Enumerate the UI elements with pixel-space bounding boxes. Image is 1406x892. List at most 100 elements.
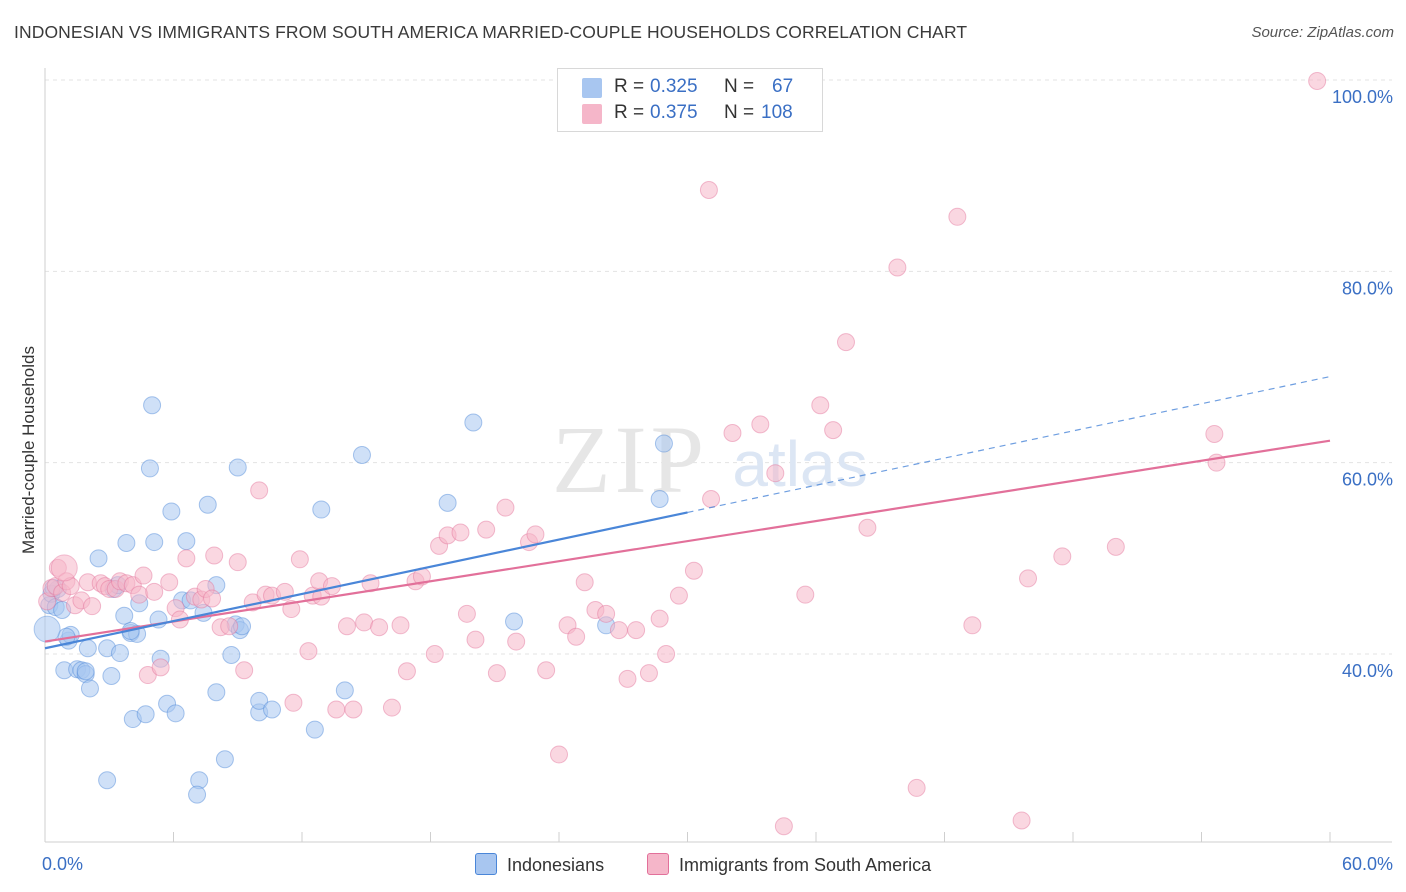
- indonesians-point: [263, 700, 282, 719]
- south-america-point: [382, 698, 401, 717]
- indonesians-point: [110, 644, 129, 663]
- indonesians-point: [140, 459, 159, 478]
- y-tick-label: 40.0%: [1342, 661, 1393, 681]
- indonesians-point: [464, 413, 483, 432]
- south-america-point: [1308, 71, 1327, 90]
- south-america-point: [151, 658, 170, 677]
- south-america-point: [134, 566, 153, 585]
- south-america-point: [699, 181, 718, 200]
- south-america-point: [723, 424, 742, 443]
- south-america-point: [50, 554, 78, 582]
- watermark-atlas: atlas: [732, 428, 867, 500]
- south-america-point: [145, 582, 164, 601]
- indonesians-trend-line: [44, 511, 688, 650]
- south-america-point: [751, 415, 770, 434]
- n-label: N =: [724, 76, 755, 97]
- south-america-point: [824, 421, 843, 440]
- south-america-point: [575, 573, 594, 592]
- indonesians-point: [650, 490, 669, 509]
- r-value: 0.325: [650, 76, 698, 97]
- south-america-point: [948, 207, 967, 226]
- south-america-point: [774, 817, 793, 836]
- south-america-point: [669, 586, 688, 605]
- indonesians-point: [305, 720, 324, 739]
- south-america-point: [250, 481, 269, 500]
- south-america-point: [235, 661, 254, 680]
- south-america-point: [609, 621, 628, 640]
- indonesians-point: [89, 549, 108, 568]
- south-america-point: [1205, 424, 1224, 443]
- indonesians-point: [162, 502, 181, 521]
- indonesians-point: [136, 705, 155, 724]
- grid-lines: [45, 79, 1392, 655]
- south-america-point: [299, 642, 318, 661]
- south-america-point: [203, 589, 222, 608]
- south-america-point: [537, 661, 556, 680]
- indonesians-swatch: [582, 78, 602, 98]
- south-america-point: [639, 664, 658, 683]
- n-value: 67: [772, 76, 794, 97]
- indonesians-point: [177, 532, 196, 551]
- south-america-point: [228, 553, 247, 572]
- south-america-point: [597, 604, 616, 623]
- legend-label: Immigrants from South America: [679, 855, 932, 875]
- south-america-point: [130, 585, 149, 604]
- indonesians-point: [78, 639, 97, 658]
- south-america-point: [507, 632, 526, 651]
- indonesians-point: [76, 662, 95, 681]
- south-america-point: [284, 693, 303, 712]
- r-value: 0.375: [650, 102, 698, 123]
- south-america-point: [425, 645, 444, 663]
- indonesians-point: [312, 500, 331, 519]
- south-america-point: [487, 664, 506, 683]
- indonesians-point: [438, 493, 457, 512]
- legend-swatch: [475, 853, 497, 875]
- indonesians-point: [198, 495, 217, 514]
- south-america-point: [466, 630, 485, 649]
- south-america-point: [1012, 811, 1031, 830]
- south-america-point: [138, 666, 157, 685]
- x-tick-label: 0.0%: [42, 854, 83, 874]
- y-axis-label: Married-couple Households: [19, 346, 38, 554]
- indonesians-point: [143, 396, 162, 415]
- south-america-point: [370, 618, 389, 637]
- legend-item-indonesians[interactable]: Indonesians: [475, 852, 604, 878]
- indonesians-point: [250, 691, 269, 710]
- y-tick-label: 60.0%: [1342, 470, 1393, 490]
- indonesians-point: [166, 704, 185, 723]
- south-america-point: [337, 617, 356, 636]
- south-america-point: [83, 597, 102, 616]
- south-america-point: [702, 490, 721, 509]
- data-points: [33, 71, 1327, 836]
- r-label: R =: [614, 76, 645, 97]
- south-america-point: [650, 609, 669, 628]
- indonesians-point: [33, 615, 61, 643]
- south-america-point: [657, 645, 676, 663]
- south-america-point: [397, 662, 416, 681]
- south-america-trend-line: [44, 439, 1331, 643]
- legend-label: Indonesians: [507, 855, 605, 875]
- y-tick-label: 80.0%: [1342, 278, 1393, 298]
- trend-lines: [44, 375, 1331, 650]
- south-america-point: [327, 700, 346, 719]
- indonesians-point: [222, 645, 241, 664]
- south-america-point: [1106, 537, 1125, 556]
- legend-item-south-america[interactable]: Immigrants from South America: [647, 852, 931, 878]
- south-america-swatch: [582, 104, 602, 124]
- south-america-point: [1019, 569, 1038, 588]
- legend-swatch: [647, 853, 669, 875]
- stats-row-south-america: R = 0.375 N = 108: [558, 100, 822, 126]
- indonesians-point: [98, 771, 117, 790]
- south-america-point: [205, 546, 224, 565]
- n-label: N =: [724, 102, 755, 123]
- south-america-point: [858, 518, 877, 537]
- south-america-point: [160, 573, 179, 592]
- indonesians-point: [654, 434, 673, 453]
- south-america-point: [391, 616, 410, 635]
- south-america-point: [451, 523, 470, 542]
- watermark-zip: ZIP: [552, 406, 708, 513]
- indonesians-point: [228, 458, 247, 477]
- south-america-point: [290, 550, 309, 569]
- south-america-point: [684, 561, 703, 580]
- watermark: ZIP atlas: [552, 406, 868, 513]
